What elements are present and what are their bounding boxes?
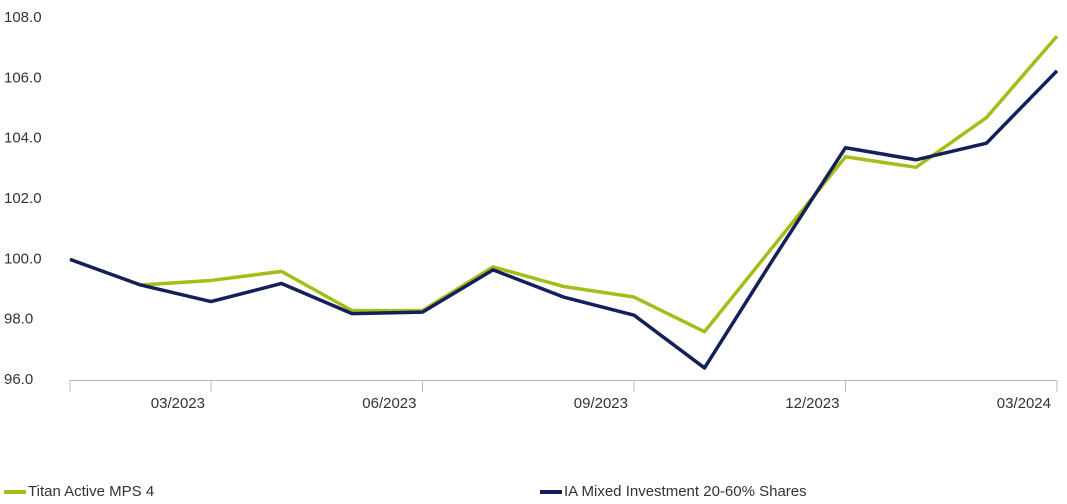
- x-tick-label: 03/2023: [151, 395, 205, 412]
- y-tick-label: 104.0: [4, 130, 42, 147]
- x-tick-label: 09/2023: [574, 395, 628, 412]
- series-line: [69, 34, 1059, 334]
- y-tick-label: 108.0: [4, 9, 42, 26]
- y-tick-label: 102.0: [4, 190, 42, 207]
- y-tick-label: 98.0: [4, 311, 33, 328]
- y-tick-label: 106.0: [4, 69, 42, 86]
- series-line: [69, 69, 1059, 370]
- y-tick-label: 96.0: [4, 371, 33, 388]
- x-tick-label: 06/2023: [362, 395, 416, 412]
- legend-label: Titan Active MPS 4: [28, 483, 154, 500]
- legend-label: IA Mixed Investment 20-60% Shares: [564, 483, 807, 500]
- y-tick-label: 100.0: [4, 250, 42, 267]
- x-tick-label: 03/2024: [997, 395, 1051, 412]
- x-tick-label: 12/2023: [785, 395, 839, 412]
